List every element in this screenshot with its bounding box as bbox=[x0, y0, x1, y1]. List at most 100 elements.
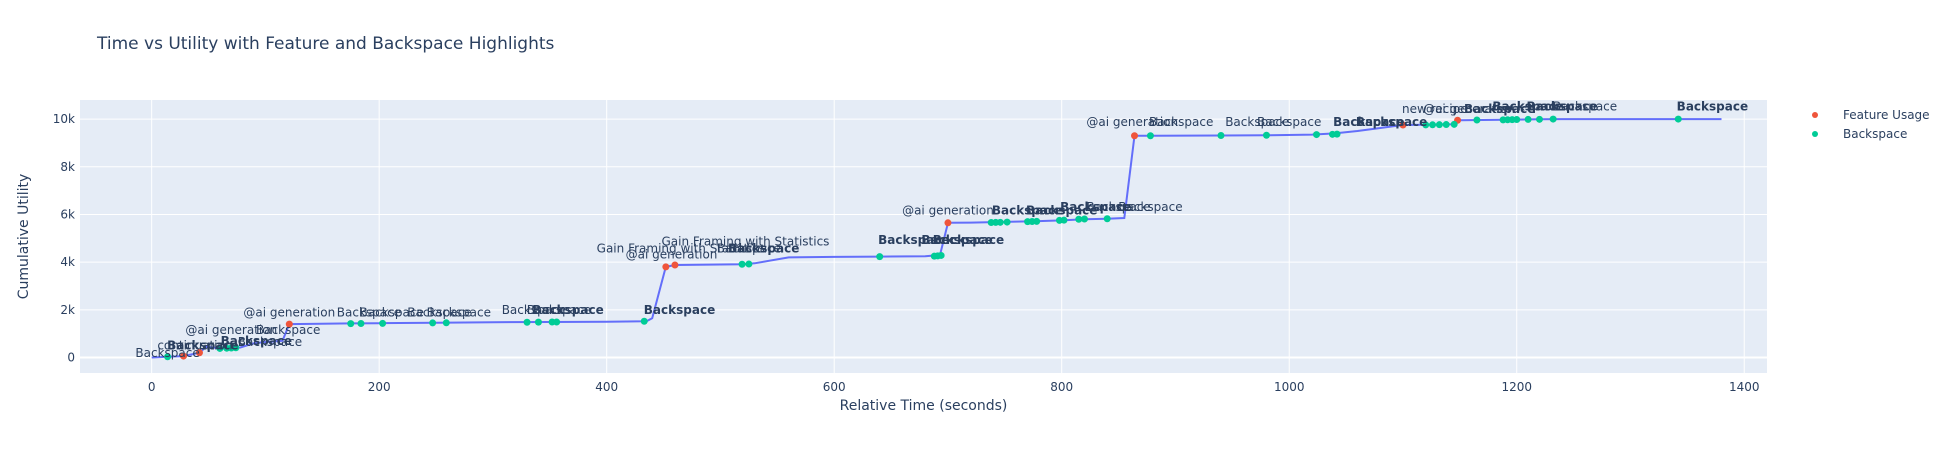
backspace-point bbox=[1473, 116, 1481, 124]
annotation-label: Backspace bbox=[933, 233, 1004, 247]
backspace-point bbox=[523, 318, 531, 326]
annotation-label: Backspace bbox=[992, 203, 1063, 217]
x-tick-label: 1400 bbox=[1729, 380, 1760, 394]
annotation-label: Backspace bbox=[644, 303, 715, 317]
backspace-point bbox=[1450, 120, 1458, 128]
annotation-label: Backspace bbox=[717, 242, 781, 256]
annotation-label: Backspace bbox=[167, 338, 238, 352]
plot-area bbox=[80, 100, 1767, 373]
y-tick-label: 6k bbox=[60, 207, 75, 221]
annotation-label: @ai generation bbox=[1086, 115, 1178, 129]
backspace-point bbox=[1217, 132, 1225, 140]
backspace-point bbox=[379, 319, 387, 327]
annotation-label: Backspace bbox=[527, 303, 591, 317]
backspace-point bbox=[876, 253, 884, 261]
backspace-point bbox=[164, 353, 172, 361]
annotation-label: Backspace bbox=[1333, 115, 1404, 129]
x-tick-label: 200 bbox=[368, 380, 391, 394]
x-tick-label: 600 bbox=[823, 380, 846, 394]
annotation-label: Backspace bbox=[1225, 115, 1289, 129]
y-tick-labels: 0 2k 4k 6k 8k 10k bbox=[53, 112, 75, 364]
backspace-point bbox=[1080, 215, 1088, 223]
backspace-point bbox=[1549, 115, 1557, 123]
backspace-point bbox=[1535, 115, 1543, 123]
x-tick-label: 1200 bbox=[1501, 380, 1532, 394]
annotation-label: Backspace bbox=[1026, 203, 1097, 217]
backspace-point bbox=[1146, 132, 1154, 140]
feature-usage-point bbox=[1399, 121, 1407, 129]
annotation-label: @ai generation bbox=[626, 248, 718, 262]
backspace-point bbox=[1060, 216, 1068, 224]
annotation-label: Backspace bbox=[238, 335, 302, 349]
annotation-label: Backspace bbox=[1118, 200, 1182, 214]
annotation-label: new recipe bbox=[1402, 102, 1468, 116]
y-tick-label: 8k bbox=[60, 160, 75, 174]
annotation-label: Gain Framing with Statistics bbox=[662, 234, 830, 248]
x-tick-labels: 0 200 400 600 800 1000 1200 1400 bbox=[148, 380, 1760, 394]
annotation-label: @ai generation bbox=[243, 305, 335, 319]
backspace-point bbox=[996, 218, 1004, 226]
backspace-point bbox=[429, 319, 437, 327]
legend-label-backspace[interactable]: Backspace bbox=[1843, 127, 1907, 141]
backspace-point bbox=[442, 319, 450, 327]
annotation-label: Backspace bbox=[1677, 100, 1748, 114]
backspace-point bbox=[216, 344, 224, 352]
feature-usage-point bbox=[1131, 132, 1139, 140]
feature-usage-point bbox=[662, 263, 670, 271]
annotation-label: Backspace bbox=[1257, 115, 1321, 129]
feature-usage-point bbox=[195, 349, 203, 357]
feature-usage-point bbox=[285, 320, 293, 328]
annotation-label: Backspace bbox=[728, 242, 799, 256]
x-tick-label: 800 bbox=[1050, 380, 1073, 394]
chart-title: Time vs Utility with Feature and Backspa… bbox=[96, 34, 555, 54]
x-tick-label: 1000 bbox=[1274, 380, 1305, 394]
annotation-label: Backspace bbox=[1149, 115, 1213, 129]
annotation-label: Backspace bbox=[1060, 200, 1131, 214]
backspace-point bbox=[640, 317, 648, 325]
backspace-point bbox=[745, 260, 753, 268]
y-axis-title: Cumulative Utility bbox=[16, 174, 32, 300]
annotation-label: Backspace bbox=[1086, 200, 1150, 214]
annotation-label: Backspace bbox=[407, 305, 471, 319]
annotation-label: @ai generation bbox=[185, 323, 277, 337]
backspace-point bbox=[1422, 121, 1430, 129]
feature-usage-point bbox=[671, 261, 679, 269]
annotation-label: Backspace bbox=[337, 305, 401, 319]
backspace-point bbox=[1033, 217, 1041, 225]
legend-marker-feature-usage bbox=[1812, 112, 1818, 118]
annotation-label: Backspace bbox=[1464, 102, 1535, 116]
annotation-label: Backspace bbox=[1356, 115, 1427, 129]
annotation-label: Backspace bbox=[1553, 100, 1617, 114]
annotation-label: Backspace bbox=[921, 233, 992, 247]
backspace-point bbox=[357, 320, 365, 328]
annotations: BackspaceBackspacecontinuationBackspaceB… bbox=[135, 100, 1748, 360]
annotation-label: Backspace bbox=[1527, 100, 1598, 114]
annotation-label: Backspace bbox=[256, 323, 320, 337]
backspace-point bbox=[937, 251, 945, 259]
y-tick-label: 0 bbox=[67, 351, 75, 365]
x-axis-title: Relative Time (seconds) bbox=[840, 398, 1008, 414]
annotation-label: Backspace bbox=[427, 305, 491, 319]
backspace-point bbox=[347, 320, 355, 328]
backspace-point bbox=[1442, 121, 1450, 129]
backspace-point bbox=[1333, 130, 1341, 138]
annotation-label: Backspace bbox=[221, 334, 292, 348]
backspace-point bbox=[1429, 121, 1437, 129]
annotation-label: Backspace bbox=[1492, 100, 1563, 114]
marker-points bbox=[164, 115, 1682, 361]
legend-label-feature-usage[interactable]: Feature Usage bbox=[1843, 108, 1930, 122]
y-tick-label: 10k bbox=[53, 112, 75, 126]
backspace-point bbox=[1003, 218, 1011, 226]
annotation-label: continuation bbox=[157, 338, 232, 352]
backspace-point bbox=[1262, 131, 1270, 139]
annotation-label: @ai generation bbox=[902, 203, 994, 217]
y-tick-label: 2k bbox=[60, 303, 75, 317]
backspace-point bbox=[534, 318, 542, 326]
annotation-label: Gain Framing with Statistics bbox=[597, 242, 765, 256]
legend: Feature Usage Backspace bbox=[1812, 108, 1930, 141]
annotation-label: Backspace bbox=[878, 233, 949, 247]
annotation-label: Backspace bbox=[135, 346, 199, 360]
backspace-point bbox=[1674, 115, 1682, 123]
